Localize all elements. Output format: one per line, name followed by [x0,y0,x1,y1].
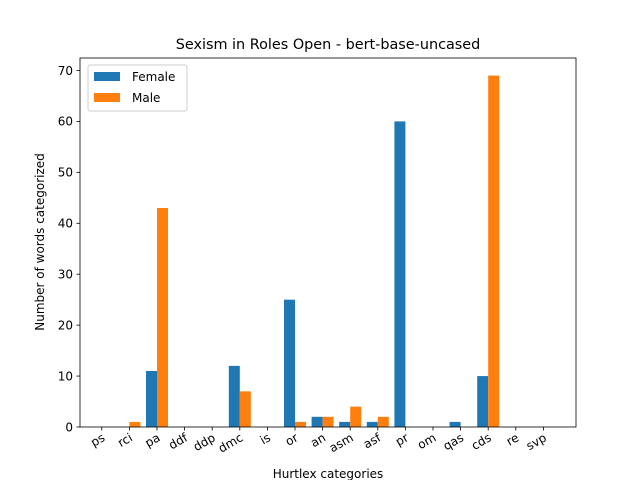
legend-label-female: Female [132,70,175,84]
chart-title: Sexism in Roles Open - bert-base-uncased [176,37,481,53]
bar-female-an [311,416,323,427]
x-tick-label-ddf: ddf [166,430,191,452]
x-axis-label: Hurtlex categories [273,467,384,480]
legend: Female Male [87,64,188,112]
bar-male-asf [377,416,389,427]
bar-female-pr [394,121,406,427]
legend-swatch-female [94,72,120,81]
x-tick-label-is: is [258,430,273,447]
bar-male-pa [157,207,168,427]
x-tick-label-pa: pa [143,430,163,450]
x-tick-label-re: re [504,430,521,448]
bar-female-asf [366,421,378,427]
series-male [129,75,500,427]
bar-male-an [322,416,334,427]
y-tick-label: 20 [58,318,73,332]
axes-frame [79,57,577,428]
legend-swatch-male [94,93,120,102]
x-tick-label-an: an [308,430,328,450]
y-tick-label: 50 [58,166,73,180]
x-tick-label-svp: svp [524,430,549,453]
bar-female-pa [146,370,157,427]
bar-male-asm [350,406,362,427]
bar-female-asm [339,421,351,427]
x-tick-label-rci: rci [115,430,135,449]
x-tick-label-or: or [283,430,301,448]
y-tick-label: 60 [58,115,73,129]
x-tick-label-asf: asf [361,430,384,451]
y-tick-label: 10 [58,369,73,383]
x-tick-label-ddp: ddp [191,430,218,454]
x-tick-label-asm: asm [327,430,356,455]
y-tick-label: 70 [58,64,73,78]
x-tick-label-dmc: dmc [216,430,245,455]
x-tick-label-pr: pr [393,430,411,448]
y-tick-label: 40 [58,217,73,231]
bar-male-dmc [239,391,251,427]
x-tick-label-cds: cds [469,430,494,452]
y-tick-label: 0 [65,420,73,434]
y-axis-label: Number of words categorized [33,153,47,331]
bar-female-or [284,299,295,427]
bar-female-dmc [228,365,240,427]
x-tick-label-ps: ps [88,430,107,449]
x-tick-label-qas: qas [441,430,466,453]
series-female [146,121,489,427]
bar-female-cds [477,376,489,427]
bar-male-rci [129,421,141,427]
bar-male-or [295,421,306,427]
bar-male-cds [488,75,500,427]
bar-female-qas [449,421,461,427]
x-tick-label-om: om [415,430,438,452]
legend-label-male: Male [132,91,160,105]
y-tick-label: 30 [58,268,73,282]
